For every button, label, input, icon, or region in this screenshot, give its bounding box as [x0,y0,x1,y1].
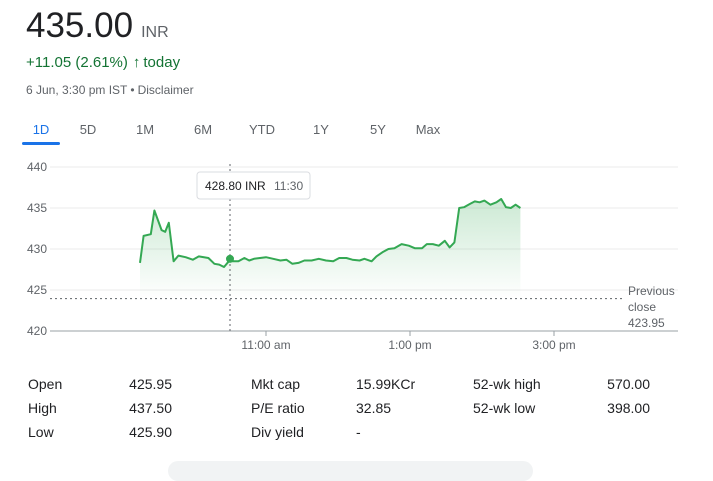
stat-value: 32.85 [356,400,392,416]
y-tick-label: 425 [27,283,47,297]
stat-value: 15.99KCr [356,376,416,392]
change-value: +11.05 (2.61%) [26,54,128,71]
more-about-pill[interactable] [168,461,533,481]
tab-max[interactable]: Max [415,122,441,137]
tab-6m[interactable]: 6M [193,122,213,137]
stat-label: High [28,400,57,416]
stat-label: Div yield [251,424,304,440]
price-line [139,198,521,268]
stat-label: Open [28,376,63,392]
stat-label: 52-wk low [473,400,536,416]
tab-ytd[interactable]: YTD [249,122,275,137]
quote-meta: 6 Jun, 3:30 pm IST • Disclaimer [26,83,194,97]
stat-value: 398.00 [607,400,650,416]
y-tick-label: 435 [27,201,47,215]
tooltip-time: 11:30 [274,179,303,193]
stat-value: - [356,424,361,440]
arrow-up-icon: ↑ [132,54,141,71]
currency-label: INR [141,24,169,41]
previous-close-label: close [628,300,656,314]
range-tabs: 1D 5D 1M 6M YTD 1Y 5Y Max [22,118,450,145]
y-tick-label: 420 [27,324,47,338]
y-tick-label: 440 [27,160,47,174]
x-tick-label: 1:00 pm [388,338,431,352]
stat-value: 437.50 [129,400,172,416]
tab-1m[interactable]: 1M [135,122,155,137]
tab-1d[interactable]: 1D [22,118,60,145]
stat-label: 52-wk high [473,376,541,392]
x-tick-label: 3:00 pm [532,338,575,352]
timestamp: 6 Jun, 3:30 pm IST [26,83,128,97]
stat-label: Low [28,424,54,440]
separator-dot: • [130,83,135,97]
tooltip-value: 428.80 INR [205,179,266,193]
previous-close-label: Previous [628,284,675,298]
current-price: 435.00 [26,6,134,45]
tab-5d[interactable]: 5D [79,122,97,137]
previous-close-value: 423.95 [628,316,665,330]
stat-value: 425.95 [129,376,172,392]
price-chart: 440 435 430 425 420 11:00 am 1:00 pm 3:00 pm Pre… [27,160,678,352]
price-change: +11.05 (2.61%) ↑ today [26,54,180,71]
stat-value: 425.90 [129,424,172,440]
y-tick-label: 430 [27,242,47,256]
tab-1y[interactable]: 1Y [313,122,329,137]
hover-marker [226,254,234,263]
stat-label: Mkt cap [251,376,301,392]
price-row: 435.00 INR [26,6,169,46]
stat-label: P/E ratio [251,400,305,416]
stat-value: 570.00 [607,376,650,392]
change-period: today [143,54,181,71]
tab-5y[interactable]: 5Y [370,122,386,137]
tooltip-box [196,171,311,200]
price-area [140,199,521,299]
disclaimer-link[interactable]: Disclaimer [137,83,194,97]
x-tick-label: 11:00 am [241,338,290,352]
